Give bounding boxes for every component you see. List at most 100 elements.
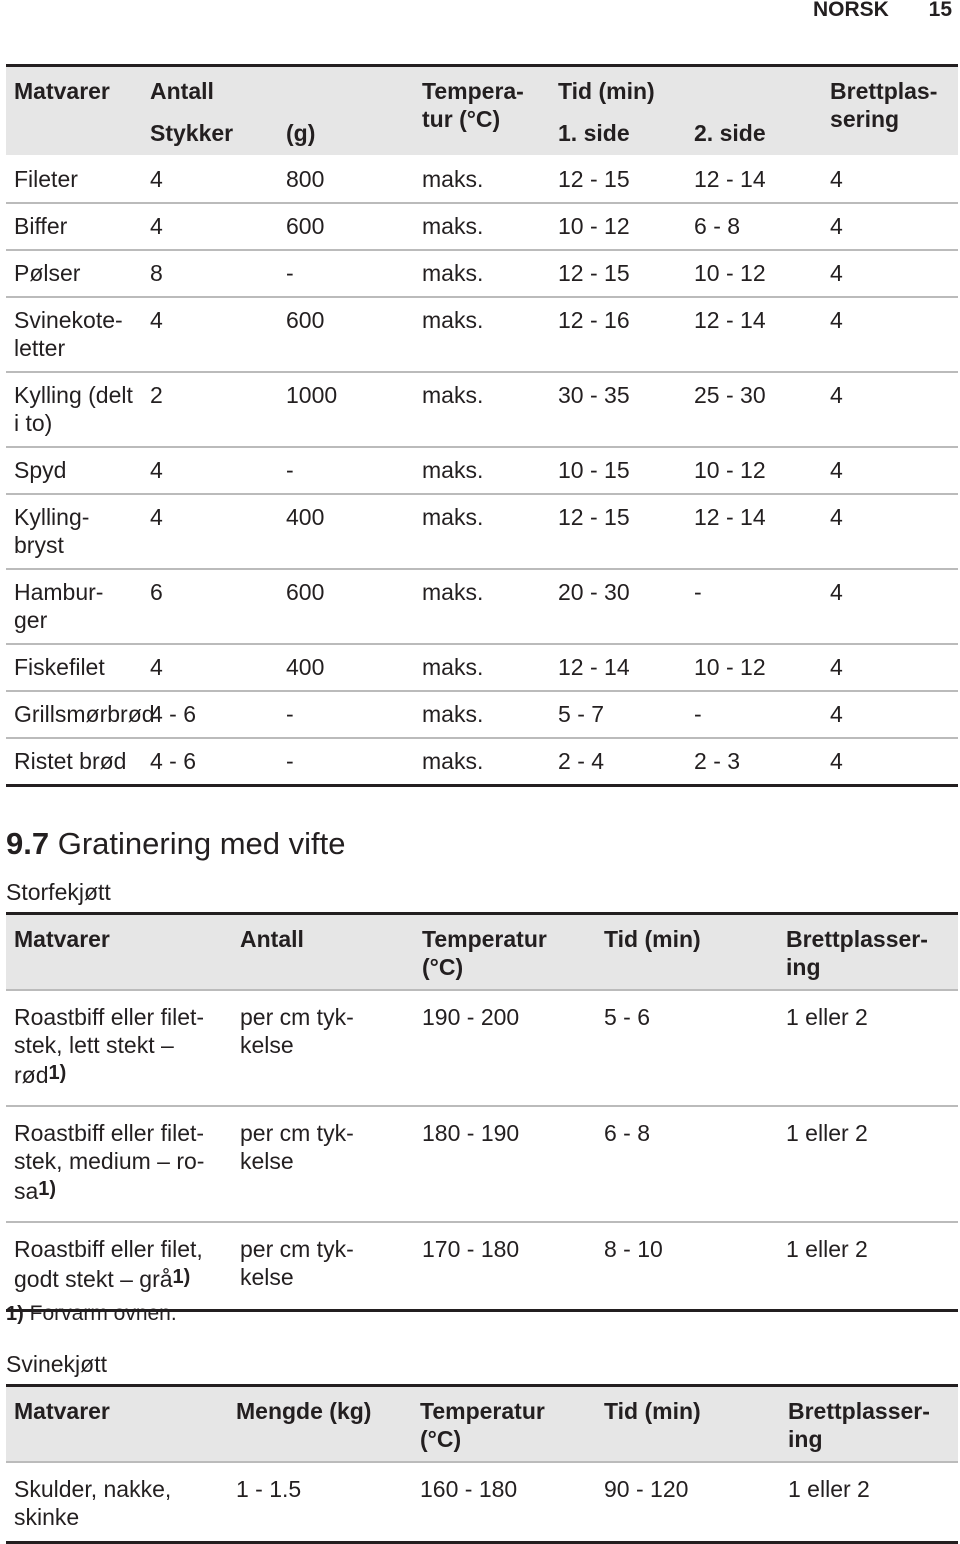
table-row: Svinekote-letter 4 600 maks. 12 - 16 12 - 14 4 [6, 296, 959, 373]
table-row: Roastbiff eller filet-stek, lett stekt –… [6, 990, 958, 1107]
cell-pieces: 4 [142, 202, 278, 251]
cell-time-side2-text: 12 - 14 [694, 307, 766, 333]
cell-pieces: 4 [142, 296, 278, 373]
cell-shelf-text: 4 [830, 654, 843, 680]
page-number: 15 [928, 0, 952, 21]
cell-temperature: 170 - 180 [414, 1222, 596, 1312]
cell-time-side2: 2 - 3 [686, 737, 823, 787]
beef-table: Matvarer Antall Temperatur (°C) Tid (min… [6, 912, 958, 1312]
cell-shelf: 1 eller 2 [780, 1462, 958, 1544]
header-amount: Antall [142, 65, 415, 113]
footnote: 1) Forvarm ovnen. [6, 1300, 177, 1328]
cell-food-text: Spyd [14, 457, 67, 483]
header-food: Matvarer [6, 65, 142, 113]
header-time: Tid (min) [596, 913, 778, 991]
cell-food: Pølser [6, 249, 142, 298]
cell-grams-text: 400 [286, 504, 325, 530]
cell-time-side2-text: 10 - 12 [694, 654, 766, 680]
header-shelf: Brettplasser-ing [780, 1385, 958, 1463]
cell-food-text: Roastbiff eller filet-stek, medium – ro-… [14, 1120, 205, 1204]
cell-food: Roastbiff eller filet-stek, lett stekt –… [6, 990, 232, 1107]
cell-time-side2-text: - [694, 579, 702, 605]
cell-time-side2: - [686, 690, 823, 739]
table-row: Fileter 4 800 maks. 12 - 15 12 - 14 4 [6, 155, 959, 204]
cell-food: Grillsmørbrød [6, 690, 155, 739]
cell-food-text: Grillsmørbrød [14, 701, 155, 727]
cell-food: Ristet brød [6, 737, 142, 787]
cell-pieces-text: 4 - 6 [150, 701, 197, 727]
cell-pieces: 6 [142, 568, 278, 645]
cell-pieces-text: 4 [150, 166, 163, 192]
cell-amount: per cm tyk-kelse [232, 1222, 414, 1312]
cell-time-side2: 6 - 8 [686, 202, 823, 251]
pork-subtitle: Svinekjøtt [6, 1351, 107, 1377]
cell-shelf-text: 4 [830, 748, 843, 774]
cell-time-side1: 10 - 12 [550, 202, 687, 251]
cell-shelf-text: 4 [830, 701, 843, 727]
cell-shelf-text: 1 eller 2 [788, 1476, 870, 1502]
cell-pieces-text: 4 [150, 654, 163, 680]
header-time: Tid (min) [596, 1385, 780, 1463]
cell-grams-text: - [286, 701, 294, 727]
header-temperature: Temperatur (°C) [414, 913, 596, 991]
cell-time-side2: 25 - 30 [686, 371, 823, 448]
cell-grams: - [278, 446, 415, 495]
cell-food: Kylling (delt i to) [6, 371, 142, 448]
cell-time-side1: 12 - 15 [550, 155, 687, 204]
cell-shelf: 1 eller 2 [778, 1222, 958, 1312]
cell-food: Roastbiff eller filet-stek, medium – ro-… [6, 1106, 232, 1223]
cell-time-side2: 10 - 12 [686, 249, 823, 298]
cell-temperature-text: maks. [422, 701, 484, 727]
cell-time-side1: 10 - 15 [550, 446, 687, 495]
cell-shelf: 1 eller 2 [778, 990, 958, 1107]
cell-time: 5 - 6 [596, 990, 778, 1107]
header-amount: Mengde (kg) [228, 1385, 412, 1463]
cell-pieces: 4 - 6 [142, 737, 278, 787]
cell-amount-text: per cm tyk-kelse [240, 1004, 354, 1058]
footnote-mark: 1) [6, 1303, 24, 1325]
cell-grams: - [278, 690, 415, 739]
page-header: NORSK 15 [813, 0, 952, 20]
cell-amount-text: per cm tyk-kelse [240, 1120, 354, 1174]
cell-temperature: maks. [414, 568, 551, 645]
cell-temperature: maks. [414, 371, 551, 448]
footnote-text: Forvarm ovnen. [29, 1302, 177, 1325]
cell-temperature: maks. [414, 446, 551, 495]
cell-temperature-text: maks. [422, 382, 484, 408]
header-amount: Antall [232, 913, 414, 991]
cell-food: Spyd [6, 446, 142, 495]
cell-pieces: 4 [142, 446, 278, 495]
cell-food-text: Svinekote-letter [14, 307, 123, 361]
cell-time: 90 - 120 [596, 1462, 780, 1544]
cell-time-side2-text: 25 - 30 [694, 382, 766, 408]
cell-time-side1-text: 2 - 4 [558, 748, 605, 774]
header-food: Matvarer [6, 913, 232, 991]
footnote-ref: 1) [38, 1178, 57, 1200]
cell-grams-text: - [286, 457, 294, 483]
cell-amount-text: 1 - 1.5 [236, 1476, 302, 1502]
cell-shelf-text: 4 [830, 457, 843, 483]
cell-food: Hambur-ger [6, 568, 142, 645]
cell-grams-text: 400 [286, 654, 325, 680]
cell-amount: per cm tyk-kelse [232, 1106, 414, 1223]
language-label: NORSK [812, 0, 889, 21]
cell-time-side1-text: 12 - 15 [558, 166, 630, 192]
header-temperature: Tempera-tur (°C) [414, 65, 551, 156]
cell-time-text: 6 - 8 [604, 1120, 651, 1146]
cell-pieces: 4 [142, 493, 278, 570]
cell-temperature-text: 160 - 180 [420, 1476, 518, 1502]
cell-grams: 600 [278, 202, 415, 251]
cell-time-side1-text: 10 - 15 [558, 457, 630, 483]
cell-pieces-text: 4 [150, 504, 163, 530]
header-shelf: Brettplas-sering [822, 65, 959, 156]
cell-shelf-text: 4 [830, 504, 843, 530]
cell-food-text: Kylling-bryst [14, 504, 90, 558]
cell-time-side2-text: 12 - 14 [694, 166, 766, 192]
cell-pieces: 2 [142, 371, 278, 448]
cell-time-side2-text: 2 - 3 [694, 748, 741, 774]
cell-shelf: 4 [822, 446, 959, 495]
cell-temperature: maks. [414, 737, 551, 787]
cell-temperature: maks. [414, 155, 551, 204]
cell-time-text: 90 - 120 [604, 1476, 689, 1502]
cell-food-text: Fiskefilet [14, 654, 105, 680]
